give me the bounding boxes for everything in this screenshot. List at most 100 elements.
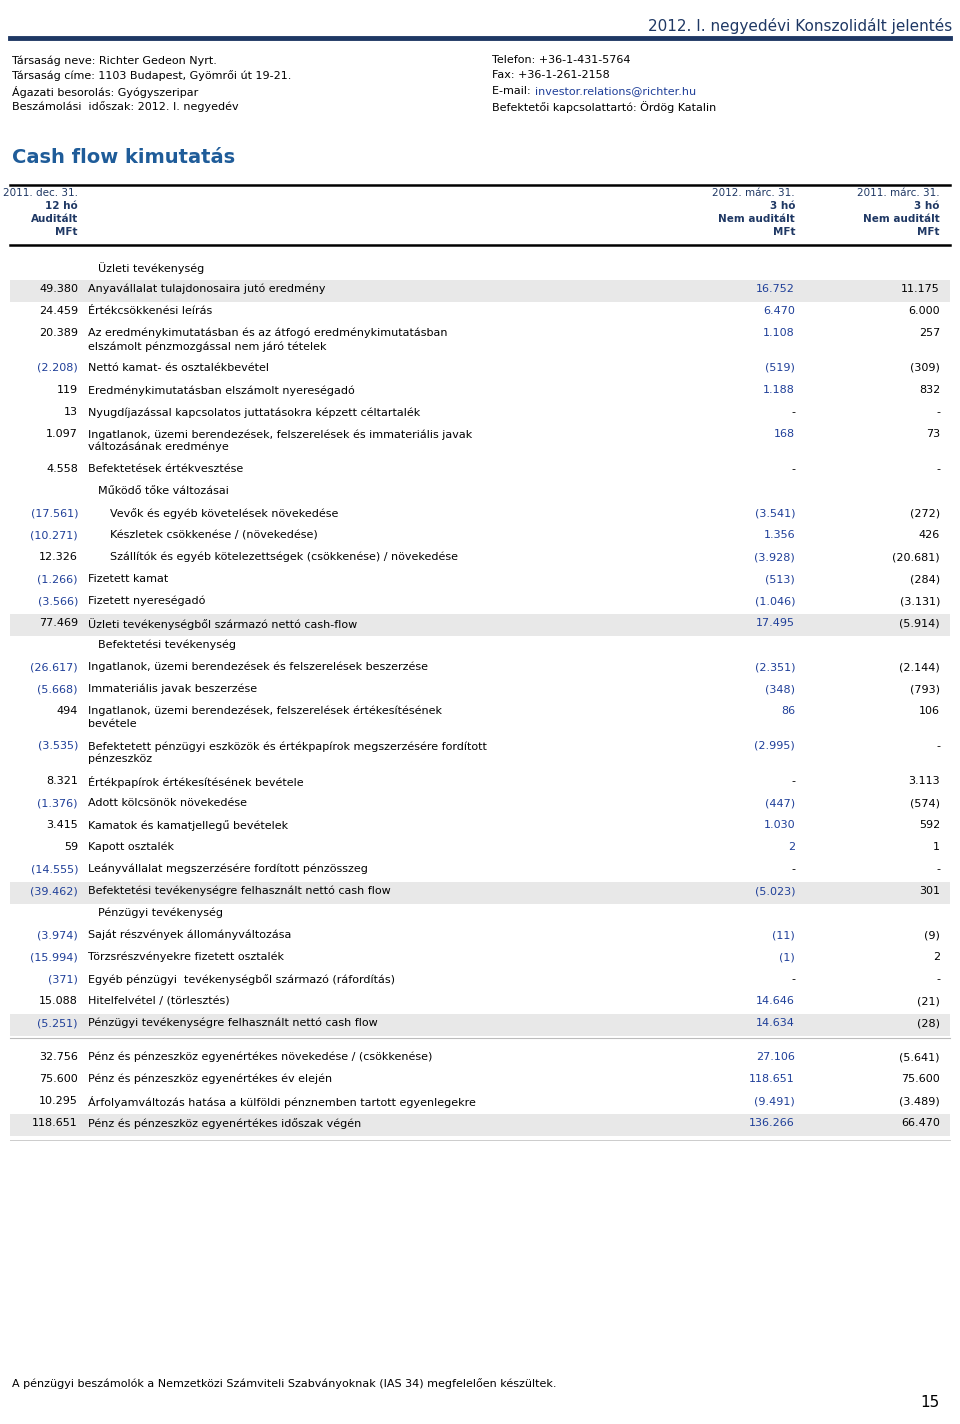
Text: 832: 832 bbox=[919, 384, 940, 394]
Text: (348): (348) bbox=[765, 684, 795, 693]
Text: 3 hó: 3 hó bbox=[770, 201, 795, 211]
Text: bevétele: bevétele bbox=[88, 719, 136, 729]
Text: (513): (513) bbox=[765, 574, 795, 584]
Text: Szállítók és egyéb kötelezettségek (csökkenése) / növekedése: Szállítók és egyéb kötelezettségek (csök… bbox=[110, 553, 458, 562]
Text: MFt: MFt bbox=[773, 226, 795, 236]
Text: Pénz és pénzeszköz egyenértékes növekedése / (csökkenése): Pénz és pénzeszköz egyenértékes növekedé… bbox=[88, 1052, 432, 1062]
Text: Befektetői kapcsolattartó: Ördög Katalin: Befektetői kapcsolattartó: Ördög Katalin bbox=[492, 101, 716, 114]
Text: (1.266): (1.266) bbox=[37, 574, 78, 584]
Text: Cash flow kimutatás: Cash flow kimutatás bbox=[12, 148, 235, 167]
Text: 426: 426 bbox=[919, 530, 940, 540]
Text: 59: 59 bbox=[64, 842, 78, 852]
Text: (2.995): (2.995) bbox=[755, 740, 795, 750]
Text: (39.462): (39.462) bbox=[31, 886, 78, 896]
Text: (5.251): (5.251) bbox=[37, 1018, 78, 1028]
Text: -: - bbox=[791, 974, 795, 984]
Text: Immateriális javak beszerzése: Immateriális javak beszerzése bbox=[88, 684, 257, 695]
Text: (3.928): (3.928) bbox=[755, 553, 795, 562]
Text: (21): (21) bbox=[917, 995, 940, 1005]
Text: Üzleti tevékenység: Üzleti tevékenység bbox=[98, 262, 204, 273]
Text: 6.000: 6.000 bbox=[908, 306, 940, 316]
Text: -: - bbox=[936, 407, 940, 417]
Text: (11): (11) bbox=[772, 930, 795, 940]
Text: 49.380: 49.380 bbox=[39, 283, 78, 293]
Text: (5.641): (5.641) bbox=[900, 1052, 940, 1062]
Text: 1.188: 1.188 bbox=[763, 384, 795, 394]
Text: Beszámolási  időszak: 2012. I. negyedév: Beszámolási időszak: 2012. I. negyedév bbox=[12, 101, 239, 112]
Text: (3.489): (3.489) bbox=[900, 1096, 940, 1106]
Text: Leányvállalat megszerzésére fordított pénzösszeg: Leányvállalat megszerzésére fordított pé… bbox=[88, 864, 368, 874]
Text: 75.600: 75.600 bbox=[901, 1074, 940, 1084]
Text: 3 hó: 3 hó bbox=[915, 201, 940, 211]
Text: (2.351): (2.351) bbox=[755, 662, 795, 672]
Text: Nem auditált: Nem auditált bbox=[863, 214, 940, 224]
Text: Pénz és pénzeszköz egyenértékes év elején: Pénz és pénzeszköz egyenértékes év elejé… bbox=[88, 1074, 332, 1085]
Text: (26.617): (26.617) bbox=[31, 662, 78, 672]
Bar bbox=[10, 881, 950, 904]
Text: (3.566): (3.566) bbox=[37, 597, 78, 607]
Text: A pénzügyi beszámolók a Nemzetközi Számviteli Szabványoknak (IAS 34) megfelelően: A pénzügyi beszámolók a Nemzetközi Számv… bbox=[12, 1378, 557, 1388]
Text: (574): (574) bbox=[910, 797, 940, 807]
Text: 24.459: 24.459 bbox=[38, 306, 78, 316]
Text: 1.108: 1.108 bbox=[763, 328, 795, 337]
Text: Nettó kamat- és osztalékbevétel: Nettó kamat- és osztalékbevétel bbox=[88, 363, 269, 373]
Text: 11.175: 11.175 bbox=[901, 283, 940, 293]
Text: (15.994): (15.994) bbox=[31, 953, 78, 963]
Text: Pénz és pénzeszköz egyenértékes időszak végén: Pénz és pénzeszköz egyenértékes időszak … bbox=[88, 1118, 361, 1129]
Text: Kapott osztalék: Kapott osztalék bbox=[88, 842, 174, 853]
Text: 77.469: 77.469 bbox=[38, 618, 78, 628]
Text: -: - bbox=[936, 974, 940, 984]
Bar bbox=[10, 1114, 950, 1136]
Text: (3.535): (3.535) bbox=[37, 740, 78, 750]
Text: 1.097: 1.097 bbox=[46, 429, 78, 439]
Text: Üzleti tevékenységből származó nettó cash-flow: Üzleti tevékenységből származó nettó cas… bbox=[88, 618, 357, 629]
Text: (3.131): (3.131) bbox=[900, 597, 940, 607]
Text: 118.651: 118.651 bbox=[749, 1074, 795, 1084]
Text: 86: 86 bbox=[780, 706, 795, 716]
Text: (20.681): (20.681) bbox=[893, 553, 940, 562]
Text: (3.541): (3.541) bbox=[755, 508, 795, 518]
Bar bbox=[10, 1014, 950, 1037]
Text: Értékpapírok értékesítésének bevétele: Értékpapírok értékesítésének bevétele bbox=[88, 776, 303, 787]
Text: 2011. dec. 31.: 2011. dec. 31. bbox=[3, 188, 78, 198]
Text: (309): (309) bbox=[910, 363, 940, 373]
Text: (14.555): (14.555) bbox=[31, 864, 78, 874]
Text: 106: 106 bbox=[919, 706, 940, 716]
Text: Pénzügyi tevékenységre felhasznált nettó cash flow: Pénzügyi tevékenységre felhasznált nettó… bbox=[88, 1018, 377, 1028]
Text: Befektetett pénzügyi eszközök és értékpapírok megszerzésére fordított: Befektetett pénzügyi eszközök és értékpa… bbox=[88, 740, 487, 752]
Text: -: - bbox=[791, 407, 795, 417]
Text: 136.266: 136.266 bbox=[749, 1118, 795, 1128]
Text: Ingatlanok, üzemi berendezések és felszerelések beszerzése: Ingatlanok, üzemi berendezések és felsze… bbox=[88, 662, 428, 672]
Text: 1: 1 bbox=[933, 842, 940, 852]
Text: -: - bbox=[936, 740, 940, 750]
Text: 14.634: 14.634 bbox=[756, 1018, 795, 1028]
Text: 27.106: 27.106 bbox=[756, 1052, 795, 1062]
Text: 2012. márc. 31.: 2012. márc. 31. bbox=[712, 188, 795, 198]
Text: 1.030: 1.030 bbox=[763, 820, 795, 830]
Text: -: - bbox=[936, 464, 940, 474]
Text: elszámolt pénzmozgással nem járó tételek: elszámolt pénzmozgással nem járó tételek bbox=[88, 340, 326, 352]
Text: (284): (284) bbox=[910, 574, 940, 584]
Text: 17.495: 17.495 bbox=[756, 618, 795, 628]
Text: 119: 119 bbox=[57, 384, 78, 394]
Text: 13: 13 bbox=[64, 407, 78, 417]
Text: -: - bbox=[791, 464, 795, 474]
Text: 14.646: 14.646 bbox=[756, 995, 795, 1005]
Text: 2012. I. negyedévi Konszolidált jelentés: 2012. I. negyedévi Konszolidált jelentés bbox=[648, 19, 952, 34]
Text: (5.914): (5.914) bbox=[900, 618, 940, 628]
Text: Pénzügyi tevékenység: Pénzügyi tevékenység bbox=[98, 909, 223, 918]
Text: Telefon: +36-1-431-5764: Telefon: +36-1-431-5764 bbox=[492, 56, 631, 66]
Text: Készletek csökkenése / (növekedése): Készletek csökkenése / (növekedése) bbox=[110, 530, 318, 540]
Text: (272): (272) bbox=[910, 508, 940, 518]
Text: (5.023): (5.023) bbox=[755, 886, 795, 896]
Text: Befektetések értékvesztése: Befektetések értékvesztése bbox=[88, 464, 243, 474]
Text: 168: 168 bbox=[774, 429, 795, 439]
Text: 301: 301 bbox=[919, 886, 940, 896]
Text: (371): (371) bbox=[48, 974, 78, 984]
Text: (1.376): (1.376) bbox=[37, 797, 78, 807]
Text: 32.756: 32.756 bbox=[39, 1052, 78, 1062]
Text: 8.321: 8.321 bbox=[46, 776, 78, 786]
Text: Saját részvények állományváltozása: Saját részvények állományváltozása bbox=[88, 930, 292, 940]
Text: 12 hó: 12 hó bbox=[45, 201, 78, 211]
Text: Az eredménykimutatásban és az átfogó eredménykimutatásban: Az eredménykimutatásban és az átfogó ere… bbox=[88, 328, 447, 339]
